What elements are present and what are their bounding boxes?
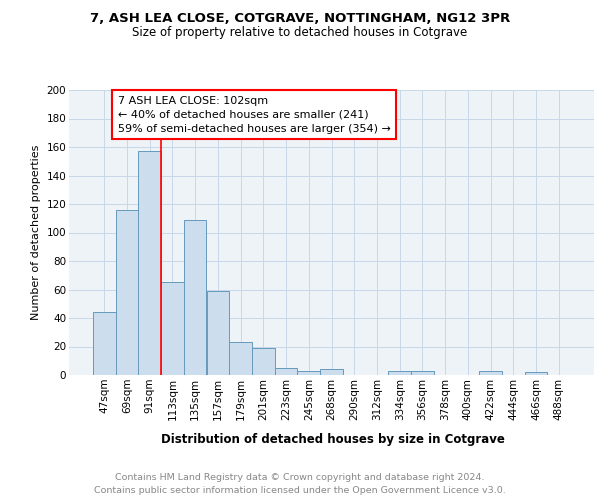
Bar	[252, 348, 275, 375]
Text: Contains HM Land Registry data © Crown copyright and database right 2024.: Contains HM Land Registry data © Crown c…	[115, 472, 485, 482]
Bar	[524, 372, 547, 375]
Bar	[388, 370, 411, 375]
Bar	[161, 282, 184, 375]
Bar	[320, 370, 343, 375]
Text: Size of property relative to detached houses in Cotgrave: Size of property relative to detached ho…	[133, 26, 467, 39]
Bar	[93, 312, 116, 375]
Text: 7 ASH LEA CLOSE: 102sqm
← 40% of detached houses are smaller (241)
59% of semi-d: 7 ASH LEA CLOSE: 102sqm ← 40% of detache…	[118, 96, 391, 134]
Text: Contains public sector information licensed under the Open Government Licence v3: Contains public sector information licen…	[94, 486, 506, 495]
Bar	[411, 370, 434, 375]
Y-axis label: Number of detached properties: Number of detached properties	[31, 145, 41, 320]
Bar	[206, 291, 229, 375]
Bar	[229, 342, 252, 375]
Bar	[184, 220, 206, 375]
Text: 7, ASH LEA CLOSE, COTGRAVE, NOTTINGHAM, NG12 3PR: 7, ASH LEA CLOSE, COTGRAVE, NOTTINGHAM, …	[90, 12, 510, 26]
Bar	[116, 210, 139, 375]
Bar	[298, 370, 320, 375]
Bar	[275, 368, 298, 375]
Bar	[139, 152, 161, 375]
Bar	[479, 370, 502, 375]
Text: Distribution of detached houses by size in Cotgrave: Distribution of detached houses by size …	[161, 432, 505, 446]
